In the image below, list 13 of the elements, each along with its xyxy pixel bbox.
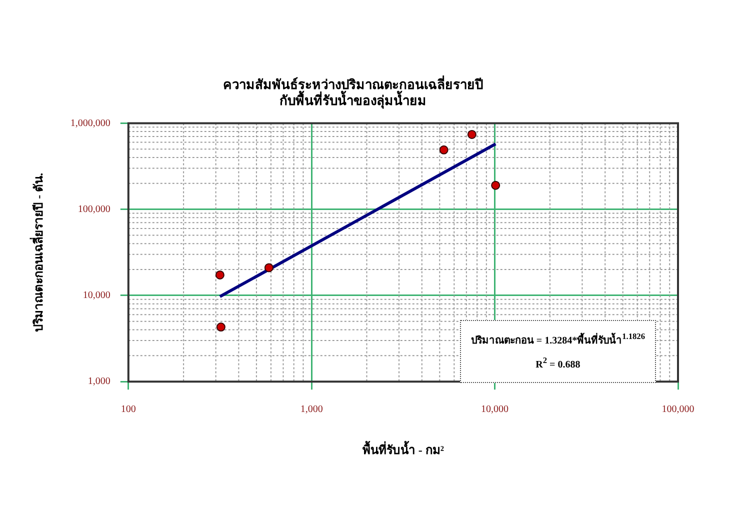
y-tick-label: 100,000 [78, 204, 110, 215]
text: กับพื้นที่รับน้ำของลุ่มน้ำยม [280, 92, 426, 108]
y-tick-label: 1,000,000 [70, 118, 110, 129]
y-axis-title: ปริมาณตะกอนเฉลี่ยรายปี - ตัน. [29, 172, 46, 332]
x-tick-label: 100,000 [662, 404, 694, 416]
x-axis-title: พื้นที่รับน้ำ - กม² [362, 440, 444, 457]
x-tick-label: 1,000 [300, 404, 323, 416]
annotation: ปริมาณตะกอน = 1.3284*พื้นที่รับน้ำ$^{1.1826}$ [470, 331, 645, 348]
x-tick-label: 100 [120, 404, 136, 416]
y-tick-label: 1,000 [88, 376, 110, 388]
y-tick-label: 10,000 [82, 290, 110, 302]
x-tick-label: 10,000 [481, 404, 509, 416]
annotation: R$^{2}$ = 0.688 [534, 355, 582, 373]
